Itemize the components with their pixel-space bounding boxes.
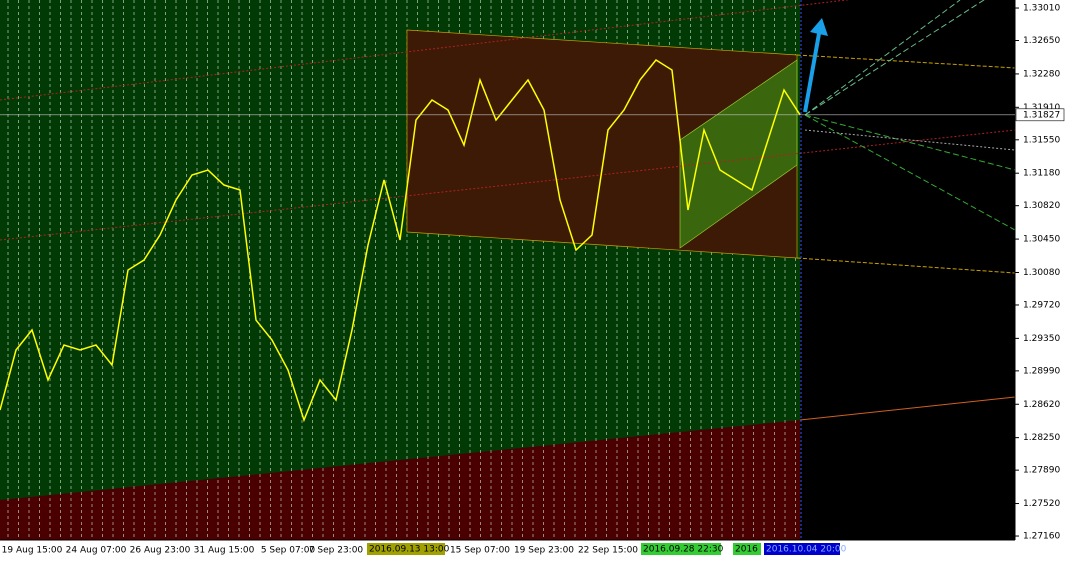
y-tick-label: 1.33010 <box>1023 4 1060 14</box>
y-tick-label: 1.31550 <box>1023 135 1060 145</box>
marker-label: 2016 <box>735 545 758 555</box>
y-tick-label: 1.27160 <box>1023 532 1060 542</box>
y-tick-label: 1.28990 <box>1023 366 1060 376</box>
forecast-arrow-head <box>810 18 828 36</box>
y-tick-label: 1.32650 <box>1023 36 1060 46</box>
trend-line <box>804 114 1016 231</box>
x-tick-label: 7 Sep 23:00 <box>309 546 364 556</box>
current-price-box <box>1015 108 1065 122</box>
y-tick-label: 1.30820 <box>1023 201 1060 211</box>
marker-label: 2016.09.13 13:00 <box>369 545 450 555</box>
x-tick-label: 19 Sep 23:00 <box>514 546 574 556</box>
y-tick-label: 1.30450 <box>1023 235 1060 245</box>
marker-label-bg <box>764 543 840 555</box>
trend-line <box>796 54 1016 69</box>
marker-label-bg <box>367 543 445 555</box>
y-tick-label: 1.30080 <box>1023 268 1060 278</box>
rising-channel <box>679 59 798 249</box>
y-tick-label: 1.29350 <box>1023 334 1060 344</box>
x-tick-label: 15 Sep 07:00 <box>450 546 510 556</box>
price-line <box>0 59 801 423</box>
trend-line <box>796 257 1016 274</box>
marker-label-bg <box>641 543 721 555</box>
marker-label-bg <box>733 543 761 555</box>
red-zone <box>0 420 800 540</box>
current-price-label: 1.31827 <box>1023 110 1060 120</box>
trend-line <box>799 396 1016 421</box>
x-tick-label: 19 Aug 15:00 <box>2 546 63 556</box>
price-axis-panel <box>1015 0 1065 563</box>
y-tick-label: 1.27890 <box>1023 466 1060 476</box>
trend-line <box>804 129 1016 151</box>
trend-line <box>804 0 985 116</box>
trend-line <box>804 0 961 116</box>
marker-label: 2016.10.04 20:00 <box>766 545 847 555</box>
x-tick-label: 24 Aug 07:00 <box>66 546 127 556</box>
y-tick-label: 1.31910 <box>1023 103 1060 113</box>
marker-label: 2016.09.28 22:30 <box>643 545 724 555</box>
x-tick-label: 22 Sep 15:00 <box>578 546 638 556</box>
y-tick-label: 1.29720 <box>1023 300 1060 310</box>
y-tick-label: 1.31180 <box>1023 169 1060 179</box>
x-tick-label: 26 Aug 23:00 <box>130 546 191 556</box>
x-tick-label: 5 Sep 07:00 <box>261 546 316 556</box>
y-tick-label: 1.27520 <box>1023 499 1060 509</box>
trend-line <box>804 114 1016 171</box>
x-tick-label: 31 Aug 15:00 <box>194 546 255 556</box>
y-tick-label: 1.28250 <box>1023 433 1060 443</box>
y-tick-label: 1.32280 <box>1023 69 1060 79</box>
forecast-arrow <box>803 27 822 113</box>
y-tick-label: 1.28620 <box>1023 400 1060 410</box>
